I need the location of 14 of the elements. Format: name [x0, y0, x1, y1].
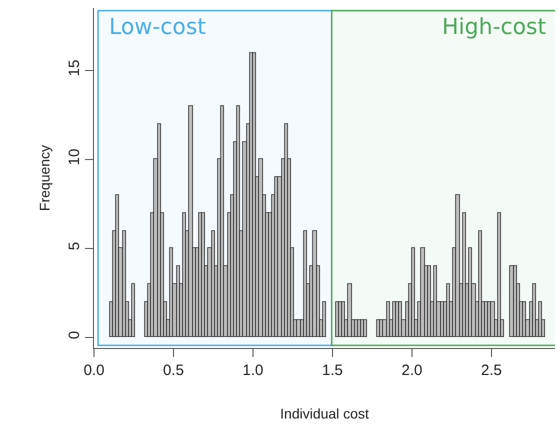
band-label: High-cost [442, 15, 547, 40]
x-tick-label: 0.0 [84, 362, 104, 379]
y-tick-label: 0 [66, 330, 83, 340]
y-tick-label: 10 [66, 148, 83, 166]
x-axis-title: Individual cost [280, 405, 369, 422]
x-tick-label: 1.0 [242, 362, 264, 379]
y-axis-title: Frequency [36, 144, 53, 212]
y-tick-label: 15 [66, 60, 83, 76]
band-label: Low-cost [109, 15, 206, 40]
x-tick-label: 1.5 [322, 362, 343, 379]
x-tick-label: 0.5 [163, 362, 184, 379]
x-tick-label: 2.0 [402, 362, 422, 379]
y-tick-label: 5 [66, 242, 83, 250]
x-tick-label: 2.5 [480, 362, 502, 379]
